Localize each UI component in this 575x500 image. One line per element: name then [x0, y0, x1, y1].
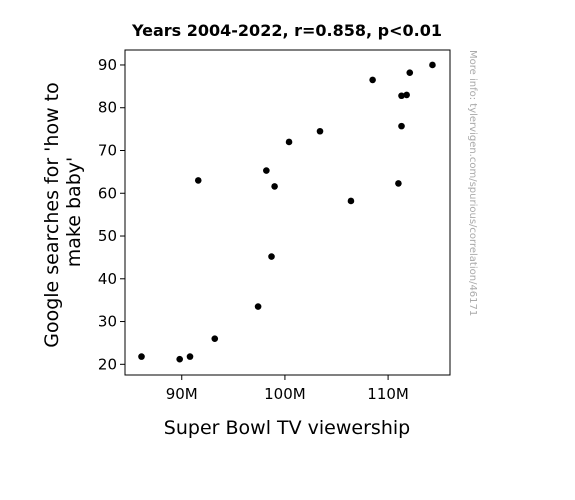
y-axis: 20 30 40 50 60 70 80 90 [98, 56, 125, 373]
data-point [403, 91, 410, 99]
source-watermark: More info: tylervigen.com/spurious/corre… [467, 50, 478, 316]
data-point [254, 303, 262, 310]
data-point [194, 177, 202, 184]
data-point [263, 167, 270, 174]
data-points [138, 61, 436, 363]
data-point [347, 197, 355, 205]
y-tick-label: 50 [98, 227, 117, 245]
plot-area: 90M 100M 110M 20 30 40 50 60 70 80 90 [98, 49, 451, 403]
chart-title: Years 2004-2022, r=0.858, p<0.01 [131, 21, 442, 40]
y-tick-label: 30 [98, 313, 117, 331]
x-tick-label: 100M [264, 385, 306, 403]
y-axis-label-line-1: Google searches for 'how to [41, 82, 63, 348]
data-point [176, 355, 183, 363]
data-point [138, 353, 145, 360]
y-tick-label: 60 [98, 184, 117, 202]
y-tick-label: 80 [98, 99, 117, 117]
y-axis-label: Google searches for 'how to make baby' [41, 76, 85, 348]
data-point [186, 353, 194, 360]
data-point [271, 183, 278, 190]
x-axis-label: Super Bowl TV viewership [164, 417, 410, 439]
y-axis-label-line-2: make baby' [63, 157, 85, 267]
data-point [398, 122, 405, 130]
data-point [395, 180, 402, 187]
x-tick-label: 90M [166, 385, 198, 403]
data-point [268, 253, 275, 260]
data-point [369, 76, 376, 84]
x-tick-label: 110M [367, 385, 409, 403]
data-point [406, 69, 414, 76]
data-point [429, 61, 436, 69]
y-tick-label: 90 [98, 56, 117, 74]
y-tick-label: 20 [98, 355, 117, 373]
plot-frame [124, 49, 451, 376]
y-tick-label: 70 [98, 141, 117, 159]
y-tick-label: 40 [98, 270, 117, 288]
data-point [285, 138, 293, 146]
data-point [316, 127, 324, 135]
x-axis: 90M 100M 110M [166, 375, 409, 403]
data-point [398, 92, 405, 100]
data-point [211, 335, 219, 342]
